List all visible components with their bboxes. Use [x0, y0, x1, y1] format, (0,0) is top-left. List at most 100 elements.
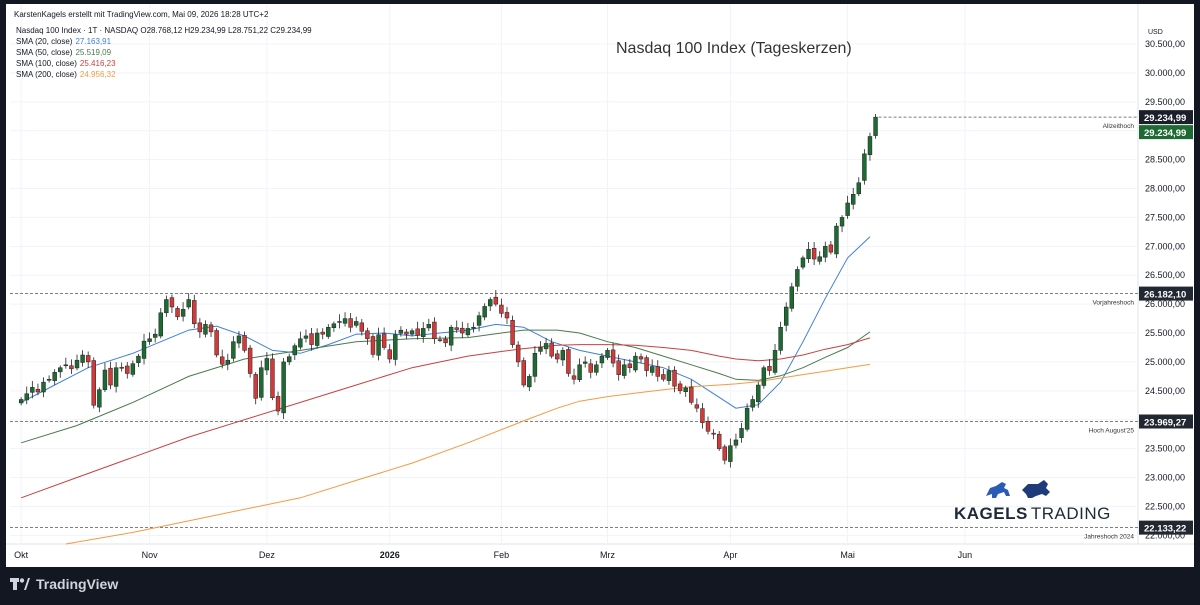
sma-line-2: [21, 337, 871, 499]
candle-body: [225, 359, 230, 365]
y-tick-label: 30.000,00: [1145, 68, 1185, 78]
candle-body: [320, 331, 325, 335]
candle-body: [41, 381, 46, 393]
candle-body: [867, 136, 873, 156]
sma-100-legend[interactable]: SMA (100, close) 25.416,23: [16, 59, 116, 68]
y-tick-label: 27.000,00: [1145, 241, 1185, 251]
candle-body: [839, 217, 845, 227]
candle-body: [186, 299, 191, 308]
candle-body: [231, 341, 236, 359]
symbol-ohlc-line[interactable]: Nasdaq 100 Index · 1T · NASDAQ O28.768,1…: [16, 26, 312, 35]
candle-body: [443, 338, 448, 344]
sma-200-legend[interactable]: SMA (200, close) 24.956,32: [16, 70, 116, 79]
x-tick-label: Apr: [723, 550, 737, 560]
y-tick-label: 22.500,00: [1145, 501, 1185, 511]
candle-body: [97, 389, 102, 408]
candle-body: [772, 350, 778, 373]
last-price-label: 29.234,99: [1144, 128, 1186, 139]
candle-body: [499, 304, 504, 314]
level-price-tag: [1139, 110, 1193, 125]
candle-body: [314, 332, 320, 346]
price-axis-area: [1138, 4, 1194, 567]
level-label: Allzeithoch: [1103, 123, 1135, 130]
candle-body: [147, 338, 152, 342]
candle-body: [404, 331, 409, 335]
x-tick-label: Dez: [259, 550, 276, 560]
candle-body: [851, 194, 856, 205]
candle-body: [437, 339, 443, 341]
candle-body: [18, 399, 24, 404]
x-tick-label: Feb: [494, 550, 510, 560]
candle-body: [192, 300, 197, 325]
candle-body: [24, 393, 29, 401]
sma-line-0: [20, 236, 871, 409]
candle-body: [85, 355, 91, 363]
candle-body: [348, 318, 353, 328]
sma-line-1: [21, 329, 871, 444]
candle-body: [69, 365, 74, 370]
level-price-tag: [1139, 414, 1193, 429]
sma-200-label: SMA (200, close): [16, 70, 77, 79]
candle-body: [152, 333, 158, 338]
candle-body: [795, 269, 800, 287]
candle-body: [862, 153, 867, 181]
candle-body: [605, 350, 610, 358]
candle-body: [739, 428, 744, 438]
candle-body: [543, 343, 549, 350]
candle-body: [599, 355, 605, 364]
candle-body: [108, 367, 113, 386]
candle-body: [242, 335, 247, 351]
candle-body: [488, 299, 493, 307]
candle-body: [677, 383, 683, 392]
tradingview-footer[interactable]: TradingView: [10, 576, 118, 592]
candle-body: [761, 367, 767, 386]
candle-body: [337, 321, 342, 323]
candle-body: [689, 386, 694, 403]
candle-body: [387, 349, 392, 360]
candle-body: [454, 327, 459, 330]
candle-body: [74, 359, 80, 369]
logo-word-trading: TRADING: [1030, 504, 1111, 523]
candle-body: [175, 308, 180, 318]
logo-word-kagels: KAGELS: [954, 504, 1028, 523]
candle-body: [180, 309, 186, 317]
candle-body: [594, 364, 599, 373]
candle-body: [856, 182, 861, 195]
sma-100-value: 25.416,23: [79, 59, 116, 68]
x-tick-label: 2026: [380, 550, 400, 560]
candle-body: [555, 353, 560, 360]
candle-body: [493, 296, 499, 305]
sma-50-value: 25.519,09: [75, 48, 112, 57]
candle-body: [253, 374, 258, 399]
candle-body: [733, 439, 739, 446]
chart-frame: 22.000,0022.500,0023.000,0023.500,0024.0…: [6, 4, 1194, 567]
candle-body: [169, 297, 175, 308]
candle-body: [633, 355, 638, 371]
candle-body: [370, 336, 376, 355]
candle-body: [426, 324, 432, 329]
tradingview-brand: TradingView: [36, 576, 119, 592]
candle-body: [203, 324, 208, 335]
sma-20-legend[interactable]: SMA (20, close) 27.163,91: [16, 37, 111, 46]
y-tick-label: 27.500,00: [1145, 212, 1185, 222]
candle-body: [164, 299, 169, 314]
candle-body: [666, 370, 672, 381]
candle-body: [638, 356, 644, 360]
candle-body: [460, 327, 465, 334]
candle-body: [219, 356, 225, 365]
candle-body: [644, 357, 649, 371]
candle-body: [510, 320, 515, 345]
candle-body: [259, 367, 264, 398]
y-tick-label: 23.000,00: [1145, 473, 1185, 483]
candle-body: [823, 246, 828, 258]
y-tick-label: 22.000,00: [1145, 530, 1185, 540]
sma-100-label: SMA (100, close): [16, 59, 77, 68]
candle-body: [783, 306, 789, 326]
candle-body: [694, 404, 700, 409]
candle-body: [52, 372, 57, 381]
candle-body: [30, 387, 35, 393]
candle-body: [571, 375, 577, 380]
sma-50-legend[interactable]: SMA (50, close) 25.519,09: [16, 48, 111, 57]
chart-title: Nasdaq 100 Index (Tageskerzen): [616, 40, 852, 57]
price-chart[interactable]: 22.000,0022.500,0023.000,0023.500,0024.0…: [6, 4, 1194, 567]
